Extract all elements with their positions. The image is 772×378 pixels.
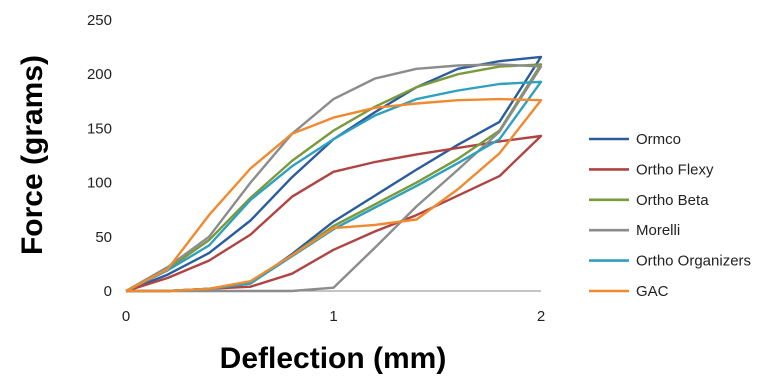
x-axis-title: Deflection (mm) bbox=[220, 342, 447, 375]
legend-label: GAC bbox=[636, 283, 669, 300]
legend: Ormco Ortho Flexy Ortho Beta Morelli Ortho O… bbox=[589, 131, 751, 300]
x-tick-label: 1 bbox=[329, 308, 337, 325]
legend-label: Ortho Organizers bbox=[636, 253, 751, 270]
y-tick-label: 200 bbox=[87, 66, 112, 83]
y-tick-label: 100 bbox=[87, 175, 112, 192]
x-axis-ticks: 0 1 2 bbox=[122, 308, 545, 325]
y-tick-label: 50 bbox=[95, 229, 112, 246]
series-line-ortho-organizers bbox=[125, 80, 543, 293]
y-tick-label: 0 bbox=[104, 283, 112, 300]
series-line-gac bbox=[125, 97, 543, 293]
y-axis-ticks: 0 50 100 150 200 250 bbox=[87, 12, 112, 300]
legend-label: Ortho Beta bbox=[636, 192, 709, 209]
y-tick-label: 150 bbox=[87, 120, 112, 137]
legend-label: Morelli bbox=[636, 222, 680, 239]
series-line-ortho-flexy bbox=[125, 134, 543, 293]
y-tick-label: 250 bbox=[87, 12, 112, 29]
series-lines bbox=[125, 55, 543, 293]
series-line-morelli bbox=[125, 63, 543, 293]
legend-label: Ortho Flexy bbox=[636, 161, 714, 178]
x-tick-label: 0 bbox=[122, 308, 130, 325]
y-axis-title: Force (grams) bbox=[16, 55, 49, 255]
legend-label: Ormco bbox=[636, 131, 681, 148]
x-tick-label: 2 bbox=[537, 308, 545, 325]
